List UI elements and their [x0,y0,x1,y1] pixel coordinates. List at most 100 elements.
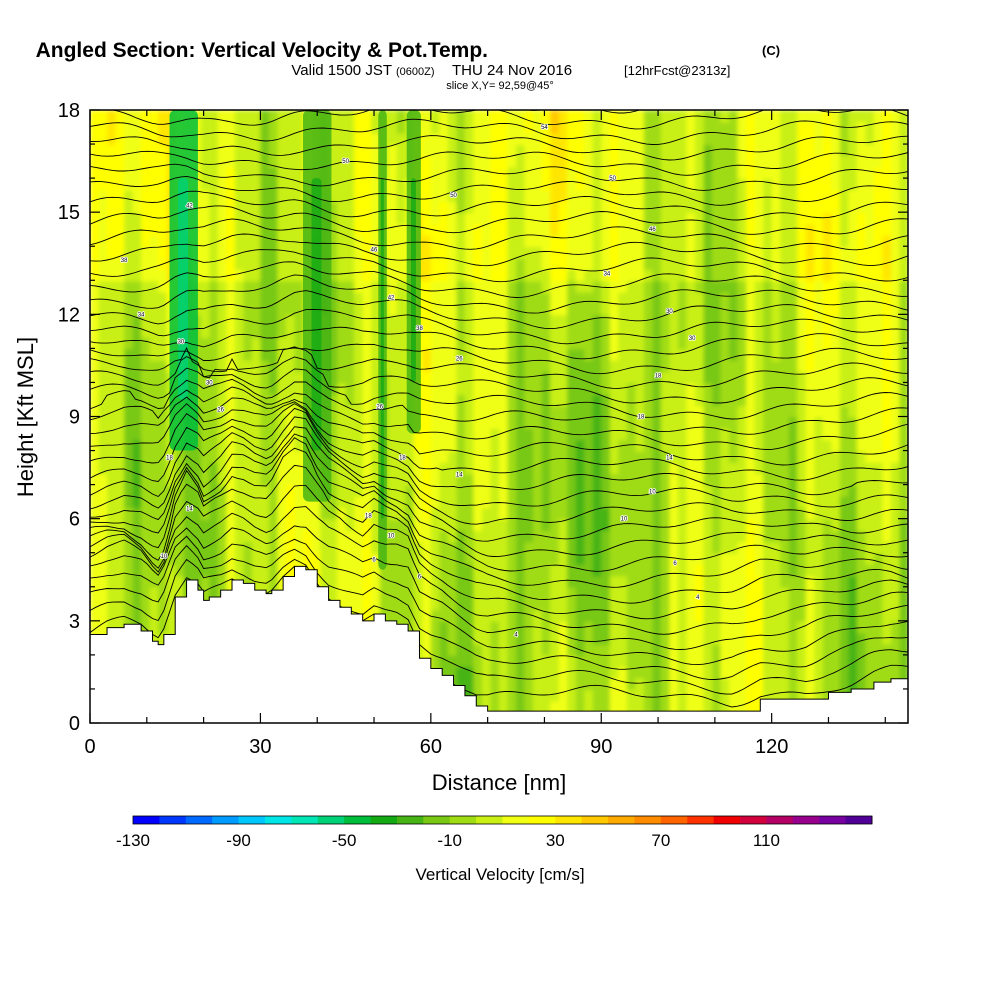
colorbar-tick-label: 110 [753,831,780,850]
colorbar-tick-label: -50 [332,831,357,850]
updraft-band-core [311,178,322,451]
chart-title-unit: (C) [762,43,780,58]
isentrope-line [90,261,908,298]
isentrope-line [90,447,908,588]
colorbar-swatch [370,816,398,824]
y-tick-label: 3 [69,611,80,633]
colorbar: -130 -90 -50 -10 30 70 110 [116,815,873,850]
colorbar-swatch [660,816,688,824]
contour-label: 26 [376,404,383,410]
x-tick-label: 30 [249,736,271,758]
colorbar-swatch [344,816,372,824]
colorbar-swatch [792,816,820,824]
colorbar-swatch [634,816,662,824]
contour-label: 46 [649,227,656,233]
updraft-band-core [380,178,384,519]
y-tick-label: 15 [58,202,80,224]
isentrope-line [90,118,908,145]
colorbar-tick-label: -130 [116,831,150,850]
contour-label: 42 [186,203,193,209]
x-axis: 0 30 60 90 120 [84,110,886,758]
contour-label: 42 [388,295,395,301]
colorbar-tick-label: -10 [437,831,462,850]
isentrope-line [90,135,908,161]
isentrope-line [90,346,908,389]
colorbar-tick-label: -90 [226,831,251,850]
contour-labels: 3834304230261814105046423826181810665450… [120,124,701,639]
contour-label: 50 [450,193,457,199]
y-tick-label: 9 [69,407,80,429]
colorbar-swatch [687,816,715,824]
contour-label: 50 [342,159,349,165]
contour-label: 14 [666,455,673,461]
isentrope-line [90,150,908,176]
isentrope-line [90,407,908,508]
isentrope-line [90,343,908,375]
contour-label: 38 [121,258,128,264]
x-tick-label: 120 [755,736,788,758]
isentrope-line [90,290,908,330]
valid-zulu: (0600Z) [396,66,435,78]
updraft-band-core [410,178,416,383]
colorbar-tick-label: 70 [651,831,670,850]
forecast-info: [12hrFcst@2313z] [624,63,730,78]
x-tick-label: 0 [84,736,95,758]
isentrope-line [90,367,908,420]
isentrope-line [90,249,908,283]
colorbar-swatch [423,816,451,824]
colorbar-swatch [608,816,635,824]
isentrope-line [90,506,908,635]
contour-label: 26 [217,408,224,414]
y-axis-label: Height [Kft MSL] [13,337,38,497]
contour-label: 10 [388,534,395,540]
colorbar-swatch [264,816,292,824]
colorbar-swatch [819,816,847,824]
contour-label: 6 [673,561,677,567]
contour-label: 30 [206,380,213,386]
isentrope-line [90,386,908,450]
isentrope-line [90,565,908,708]
chart-title: Angled Section: Vertical Velocity & Pot.… [36,39,488,62]
contour-label: 30 [689,336,696,342]
isentrope-line [90,326,908,360]
isentrope-line [90,190,908,221]
contour-label: 18 [655,374,662,380]
colorbar-swatch [396,816,424,824]
colorbar-swatch [133,816,160,824]
isentrope-line [90,274,908,314]
x-tick-label: 90 [590,736,612,758]
colorbar-tick-label: 30 [546,831,565,850]
colorbar-swatch [212,816,240,824]
contour-label: 10 [161,554,168,560]
isentrope-line [90,437,908,572]
isentrope-line [90,396,908,466]
colorbar-swatch [845,816,873,824]
colorbar-swatch [238,816,266,824]
contour-label: 46 [371,248,378,254]
isentrope-line [90,403,908,496]
isentrope-line [90,485,908,620]
contour-label: 18 [365,513,372,519]
contour-label: 30 [178,340,185,346]
isentrope-line [90,233,908,267]
isentrope-line [90,464,908,604]
colorbar-swatch [502,816,530,824]
colorbar-swatch [159,816,187,824]
contour-label: 34 [138,312,145,318]
valid-time: Valid 1500 JST [291,62,392,79]
contour-label: 10 [621,517,628,523]
updraft-band-core [178,178,188,400]
isentrope-line [90,218,908,251]
isentrope-line [90,356,908,404]
y-tick-label: 18 [58,100,80,122]
colorbar-swatch [449,816,477,824]
colorbar-swatch [581,816,609,824]
isentrope-line [90,175,908,206]
isentrope-line [90,401,908,481]
colorbar-swatch [740,816,767,824]
contour-label: 50 [609,176,616,182]
contour-label: 4 [514,632,518,638]
terrain-mask [90,565,908,723]
isentrope-line [90,545,908,680]
